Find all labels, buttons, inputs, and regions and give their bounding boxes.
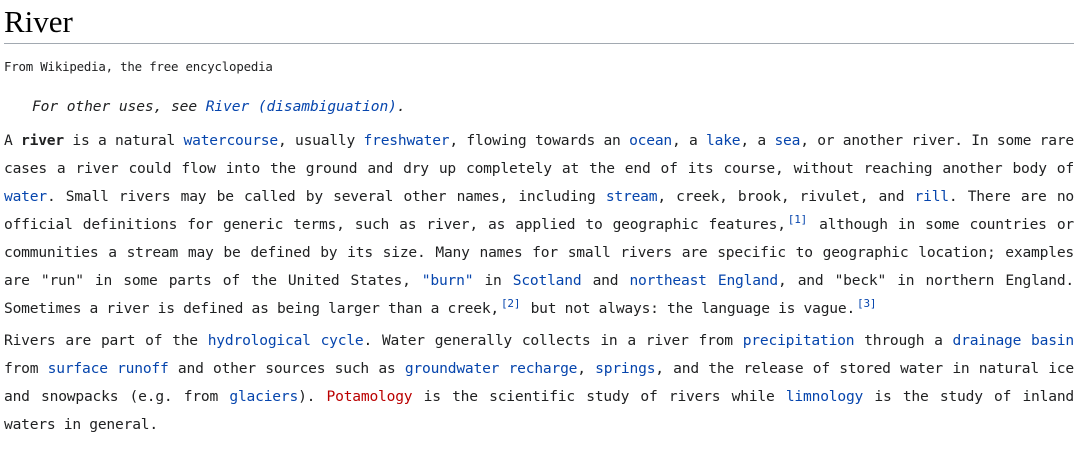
text-span: , and the release of stored water in nat… [4,360,1074,405]
citation-ref-2[interactable]: [2] [501,297,521,310]
citation-ref-1[interactable]: [1] [787,213,808,226]
intro-paragraph-1: A river is a natural watercourse, usuall… [4,127,1074,323]
text-span: , and "beck" in northern England. Someti… [4,272,1075,317]
text-span: , a [740,132,775,149]
link-groundwater-recharge[interactable]: groundwater recharge [404,360,578,377]
text-span: is the study of inland waters in general… [4,388,1074,433]
link-sea[interactable]: sea [774,132,801,149]
citation-ref-3[interactable]: [3] [857,297,877,310]
text-span: . Water generally collects in a river fr… [363,332,743,349]
text-span: although in some countries or communitie… [4,216,1074,289]
text-span: , [577,360,596,377]
text-span: is a natural [63,132,184,149]
text-span: from [4,360,48,377]
link-glaciers[interactable]: glaciers [229,388,299,405]
link-springs[interactable]: springs [595,360,656,377]
link-rill[interactable]: rill [914,188,950,205]
text-span: . There are no official definitions for … [4,188,1074,233]
text-span: is the scientific study of rivers while [412,388,786,405]
article: River From Wikipedia, the free encyclope… [4,0,1074,439]
text-span: but not always: the language is vague. [522,300,856,317]
hatnote-suffix: . [396,98,406,115]
text-span: ). [298,388,327,405]
text-span: and other sources such as [168,360,405,377]
text-span: A [4,132,22,149]
link-hydrological-cycle[interactable]: hydrological cycle [207,332,364,349]
link-precipitation[interactable]: precipitation [742,332,855,349]
link-water[interactable]: water [4,188,47,205]
page-title: River [4,3,1074,44]
text-span: , usually [277,132,364,149]
link-watercourse[interactable]: watercourse [183,132,279,149]
redlink-potamology[interactable]: Potamology [326,388,413,405]
disambiguation-link[interactable]: River (disambiguation) [205,98,397,115]
text-span: and [581,272,630,289]
link-burn[interactable]: "burn" [421,272,474,289]
intro-paragraph-2: Rivers are part of the hydrological cycl… [4,327,1074,439]
link-stream[interactable]: stream [605,188,658,205]
site-tagline: From Wikipedia, the free encyclopedia [4,59,273,74]
text-span: , creek, brook, rivulet, and [657,188,915,205]
bold-term-river: river [21,132,64,149]
text-span: , a [672,132,707,149]
link-ocean[interactable]: ocean [629,132,673,149]
hatnote-prefix: For other uses, see [32,98,206,115]
link-lake[interactable]: lake [706,132,741,149]
link-limnology[interactable]: limnology [785,388,864,405]
text-span: , flowing towards an [449,132,630,149]
text-span: through a [854,332,953,349]
text-span: , or another river. In some rare cases a… [4,132,1074,177]
link-scotland[interactable]: Scotland [512,272,582,289]
link-surface-runoff[interactable]: surface runoff [47,360,169,377]
link-drainage-basin[interactable]: drainage basin [952,332,1075,349]
text-span: Rivers are part of the [4,332,208,349]
link-northeast-england[interactable]: northeast England [629,272,778,289]
text-span: . Small rivers may be called by several … [46,188,606,205]
text-span: in [473,272,513,289]
hatnote: For other uses, see River (disambiguatio… [32,98,1074,116]
link-freshwater[interactable]: freshwater [363,132,450,149]
